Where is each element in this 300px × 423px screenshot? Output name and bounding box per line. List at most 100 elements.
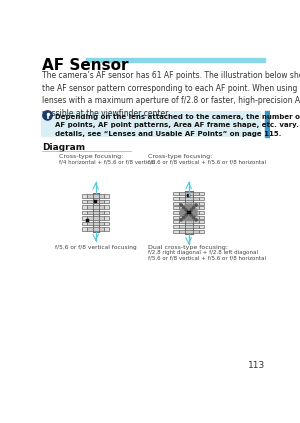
Bar [178, 225, 199, 228]
Bar [173, 201, 178, 205]
Bar [199, 216, 204, 219]
Circle shape [190, 219, 192, 221]
Circle shape [182, 206, 185, 209]
Circle shape [190, 206, 192, 209]
Circle shape [190, 209, 192, 211]
Text: Depending on the lens attached to the camera, the number of usable
AF points, AF: Depending on the lens attached to the ca… [55, 114, 300, 137]
Circle shape [185, 209, 187, 211]
Bar [82, 217, 87, 220]
Bar [87, 206, 104, 209]
Bar [187, 211, 190, 214]
Bar [199, 197, 204, 200]
Circle shape [185, 219, 187, 221]
Bar [173, 225, 178, 228]
Bar [199, 225, 204, 228]
Bar [82, 200, 87, 203]
Bar [82, 206, 87, 209]
Circle shape [190, 214, 192, 216]
Circle shape [188, 206, 190, 209]
Bar [104, 195, 109, 198]
Circle shape [188, 217, 190, 218]
Text: f/5.6 or f/8 vertical + f/5.6 or f/8 horizontal: f/5.6 or f/8 vertical + f/5.6 or f/8 hor… [148, 159, 266, 164]
Circle shape [185, 206, 187, 209]
Bar [173, 192, 178, 195]
Circle shape [192, 206, 195, 209]
Circle shape [185, 209, 187, 211]
Bar [87, 200, 104, 203]
Bar [178, 206, 199, 209]
Bar [85, 58, 266, 61]
Bar [178, 216, 199, 219]
Circle shape [195, 219, 197, 221]
Circle shape [193, 212, 194, 213]
Circle shape [188, 209, 190, 211]
Bar [173, 230, 178, 233]
Bar [178, 192, 199, 195]
Bar [185, 191, 193, 233]
Bar [185, 191, 193, 233]
Circle shape [190, 214, 192, 216]
Circle shape [190, 217, 192, 218]
Text: AF Sensor: AF Sensor [42, 58, 129, 73]
Bar [87, 228, 104, 231]
Circle shape [183, 206, 184, 209]
Circle shape [193, 217, 194, 218]
Bar [82, 211, 87, 214]
Circle shape [185, 204, 187, 206]
Circle shape [185, 212, 187, 213]
Bar [199, 220, 204, 223]
Bar [82, 222, 87, 225]
Circle shape [180, 204, 182, 206]
Bar [82, 228, 87, 231]
Bar [199, 206, 204, 209]
Bar [86, 220, 89, 222]
Circle shape [185, 214, 187, 216]
Bar [82, 195, 87, 198]
Circle shape [195, 212, 197, 213]
Bar [199, 192, 204, 195]
Bar [92, 193, 99, 232]
Bar [104, 211, 109, 214]
Bar [178, 197, 199, 200]
Circle shape [192, 216, 195, 219]
Bar [87, 211, 104, 214]
Bar [104, 200, 109, 203]
Circle shape [180, 214, 182, 216]
Circle shape [188, 204, 190, 206]
Text: f/5.6 or f/8 vertical + f/5.6 or f/8 horizontal: f/5.6 or f/8 vertical + f/5.6 or f/8 hor… [148, 255, 266, 261]
Text: 113: 113 [248, 361, 266, 370]
Circle shape [190, 212, 192, 213]
Text: f/4 horizontal + f/5.6 or f/8 vertical: f/4 horizontal + f/5.6 or f/8 vertical [59, 159, 155, 164]
Bar [178, 201, 199, 205]
Bar [104, 217, 109, 220]
Bar [178, 211, 199, 214]
Circle shape [182, 216, 185, 219]
Bar [104, 228, 109, 231]
Bar [87, 195, 104, 198]
Bar [41, 111, 261, 137]
Bar [266, 111, 270, 137]
Circle shape [183, 214, 184, 216]
Circle shape [188, 214, 190, 216]
Bar [199, 211, 204, 214]
Bar [94, 200, 97, 203]
Bar [178, 230, 199, 233]
Bar [104, 222, 109, 225]
Circle shape [195, 214, 197, 216]
Circle shape [180, 219, 182, 221]
Circle shape [193, 206, 194, 209]
Bar [173, 216, 178, 219]
Bar [92, 193, 99, 232]
Text: Cross-type focusing:: Cross-type focusing: [59, 154, 124, 159]
Circle shape [190, 204, 192, 206]
Circle shape [195, 209, 197, 211]
Circle shape [188, 219, 190, 221]
Circle shape [193, 209, 194, 211]
Bar [173, 197, 178, 200]
Bar [87, 222, 104, 225]
Bar [173, 211, 178, 214]
Bar [178, 220, 199, 223]
Bar [87, 217, 104, 220]
Circle shape [183, 209, 184, 211]
Text: Dual cross-type focusing:: Dual cross-type focusing: [148, 245, 228, 250]
